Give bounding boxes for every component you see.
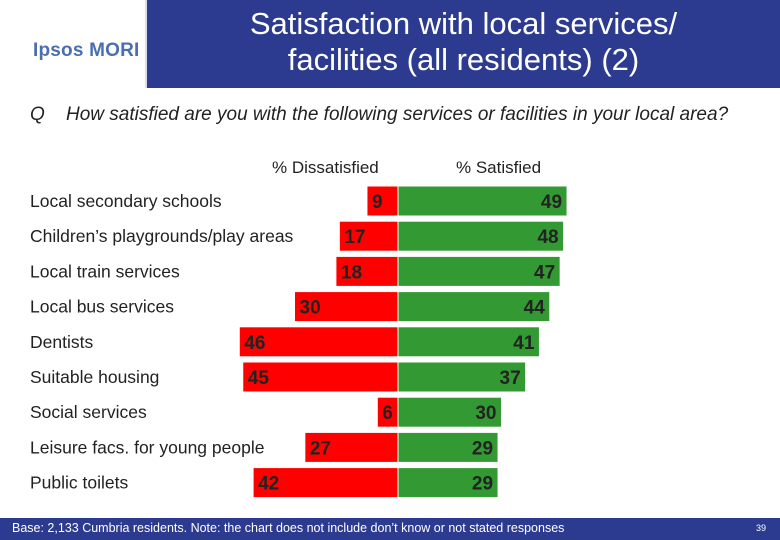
category-label: Local secondary schools [30, 191, 222, 211]
value-label-satisfied: 48 [537, 227, 558, 248]
bar-dissatisfied [366, 185, 399, 217]
value-label-dissatisfied: 45 [248, 368, 270, 389]
category-label: Children’s playgrounds/play areas [30, 226, 294, 246]
bar-dissatisfied [252, 467, 399, 499]
category-label: Dentists [30, 332, 93, 352]
value-label-satisfied: 47 [534, 262, 555, 283]
value-label-satisfied: 49 [541, 192, 562, 213]
value-label-dissatisfied: 46 [244, 333, 265, 354]
value-label-dissatisfied: 27 [310, 438, 331, 459]
value-label-dissatisfied: 6 [382, 403, 393, 424]
bar-satisfied [397, 255, 561, 287]
category-label: Social services [30, 402, 147, 422]
page-number: 39 [755, 523, 766, 533]
value-label-dissatisfied: 42 [258, 474, 279, 495]
question-marker: Q [30, 104, 45, 125]
value-label-satisfied: 29 [472, 438, 493, 459]
value-label-dissatisfied: 9 [372, 192, 383, 213]
ipsos-mori-logo: Ipsos MORI [33, 40, 140, 61]
value-label-dissatisfied: 17 [344, 227, 365, 248]
value-label-dissatisfied: 30 [300, 298, 321, 319]
value-label-satisfied: 29 [472, 474, 493, 495]
column-header-satisfied: % Satisfied [456, 158, 542, 177]
bar-satisfied [397, 467, 499, 499]
bar-satisfied [397, 185, 568, 217]
bar-satisfied [397, 291, 551, 323]
bar-dissatisfied [242, 361, 399, 393]
value-label-satisfied: 30 [475, 403, 496, 424]
value-label-satisfied: 41 [513, 333, 535, 354]
bar-satisfied [397, 431, 499, 463]
category-label: Public toilets [30, 473, 128, 493]
base-note: Base: 2,133 Cumbria residents. Note: the… [12, 521, 565, 535]
bar-satisfied [397, 326, 540, 358]
bar-satisfied [397, 396, 502, 428]
bar-dissatisfied [294, 291, 399, 323]
category-label: Local train services [30, 261, 180, 281]
header-banner: Satisfaction with local services/ facili… [147, 0, 780, 88]
value-label-satisfied: 44 [524, 298, 546, 319]
logo-area: Ipsos MORI [0, 0, 147, 88]
category-label: Suitable housing [30, 367, 159, 387]
diverging-bar-chart: Local secondary schools 9 49 Children’s pla… [30, 185, 568, 499]
bar-satisfied [397, 220, 565, 252]
category-label: Local bus services [30, 297, 174, 317]
title-line-2: facilities (all residents) (2) [287, 42, 640, 77]
bar-dissatisfied [238, 326, 399, 358]
value-label-dissatisfied: 18 [341, 262, 362, 283]
page-title: Satisfaction with local services/ facili… [147, 6, 780, 78]
bar-satisfied [397, 361, 527, 393]
column-header-dissatisfied: % Dissatisfied [272, 158, 379, 177]
category-label: Leisure facs. for young people [30, 437, 264, 457]
value-label-satisfied: 37 [500, 368, 521, 389]
bar-dissatisfied [335, 255, 399, 287]
title-line-1: Satisfaction with local services/ [249, 6, 678, 41]
bar-dissatisfied [338, 220, 399, 252]
question-text: How satisfied are you with the following… [66, 104, 729, 125]
footer-bar: Base: 2,133 Cumbria residents. Note: the… [0, 518, 780, 540]
